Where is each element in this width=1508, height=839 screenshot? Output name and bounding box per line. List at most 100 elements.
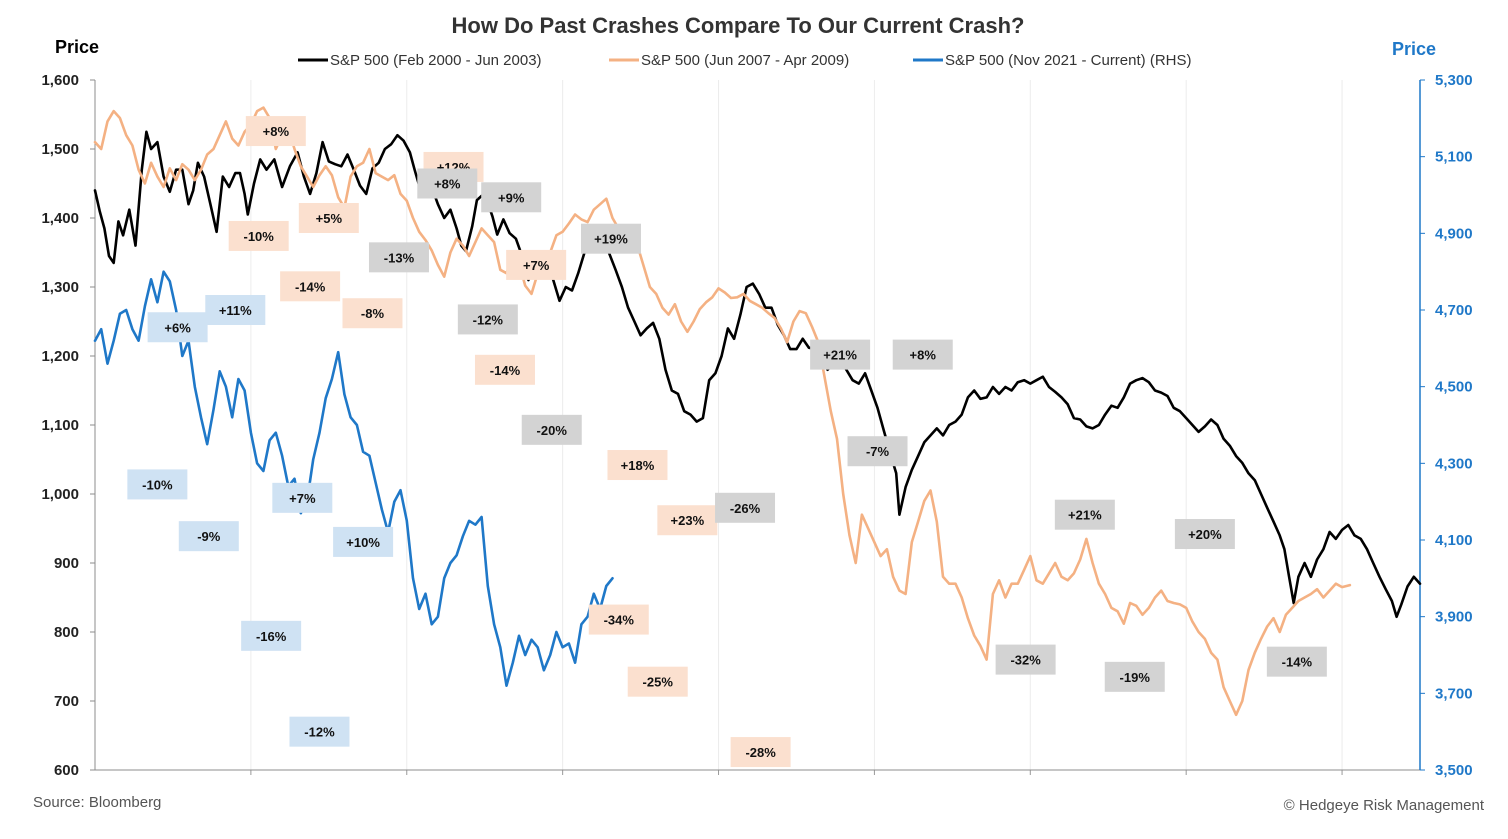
right-tick-label: 3,500 (1435, 762, 1473, 779)
legend-label-2: S&P 500 (Jun 2007 - Apr 2009) (641, 52, 849, 69)
annotation-box (342, 298, 403, 329)
annotation-box (178, 521, 239, 552)
annotation-box (627, 666, 688, 697)
left-tick-label: 800 (54, 624, 79, 641)
right-tick-label: 4,700 (1435, 302, 1473, 319)
annotation-box (1174, 519, 1235, 550)
right-tick-label: 5,100 (1435, 149, 1473, 166)
annotation-label: -9% (197, 529, 221, 544)
chart-title: How Do Past Crashes Compare To Our Curre… (452, 13, 1025, 38)
series-line-3 (93, 270, 614, 687)
annotation-label: -26% (730, 501, 761, 516)
annotation-label: -14% (490, 363, 521, 378)
annotation-label: -25% (643, 675, 674, 690)
annotation-label: +6% (164, 320, 191, 335)
annotation-label: -8% (361, 306, 385, 321)
annotation-box (1104, 661, 1165, 692)
annotation-box (417, 168, 478, 199)
series-lines (93, 106, 1422, 717)
right-tick-label: 3,700 (1435, 685, 1473, 702)
annotation-label: -20% (537, 423, 568, 438)
annotation-label: -12% (304, 725, 335, 740)
annotation-box (657, 505, 718, 536)
left-tick-label: 600 (54, 762, 79, 779)
left-tick-label: 1,600 (41, 72, 79, 89)
annotation-box (228, 220, 289, 251)
series-line-1 (93, 130, 1422, 619)
annotation-label: +5% (316, 211, 343, 226)
annotation-label: +10% (346, 535, 380, 550)
annotation-label: -13% (384, 250, 415, 265)
annotation-label: -10% (243, 229, 274, 244)
annotation-label: -28% (745, 745, 776, 760)
annotation-box (810, 339, 871, 370)
annotation-label: +18% (621, 458, 655, 473)
annotation-box (368, 242, 429, 273)
annotation-label: +7% (289, 491, 316, 506)
left-tick-label: 900 (54, 555, 79, 572)
right-tick-label: 4,300 (1435, 455, 1473, 472)
annotation-label: +21% (1068, 508, 1102, 523)
annotation-box (289, 716, 350, 747)
left-tick-label: 1,000 (41, 486, 79, 503)
annotation-box (280, 271, 341, 302)
annotation-label: +8% (434, 177, 461, 192)
annotation-label: +11% (219, 303, 252, 318)
copyright-note: © Hedgeye Risk Management (1284, 797, 1485, 814)
annotation-label: -10% (142, 477, 173, 492)
annotation-label: +8% (910, 348, 937, 363)
left-tick-label: 1,100 (41, 417, 79, 434)
annotation-label: +7% (523, 258, 550, 273)
right-tick-label: 4,900 (1435, 225, 1473, 242)
left-tick-label: 700 (54, 693, 79, 710)
annotation-box (1054, 499, 1115, 530)
annotations: +8%-10%+5%-14%-8%+12%+7%-14%+18%-34%+23%… (127, 116, 1327, 768)
annotation-label: +9% (498, 190, 525, 205)
series-line-2 (93, 106, 1352, 717)
right-tick-label: 3,900 (1435, 609, 1473, 626)
annotation-label: +21% (823, 348, 857, 363)
annotation-box (715, 492, 776, 523)
annotation-box (521, 414, 582, 445)
annotation-box (127, 469, 188, 500)
left-tick-label: 1,200 (41, 348, 79, 365)
annotation-box (457, 304, 518, 335)
left-tick-label: 1,300 (41, 279, 79, 296)
annotation-box (205, 295, 266, 325)
annotation-label: -14% (295, 279, 326, 294)
left-tick-label: 1,500 (41, 141, 79, 158)
annotation-box (474, 354, 535, 385)
annotation-label: -16% (256, 629, 287, 644)
annotation-label: +20% (1188, 527, 1222, 542)
axes: 600 700 800 900 1,000 1,100 1,200 1,300 1,400 1,5… (41, 72, 1472, 779)
left-tick-label: 1,400 (41, 210, 79, 227)
right-axis-label: Price (1392, 39, 1436, 59)
annotation-label: -32% (1010, 653, 1041, 668)
annotation-box (607, 450, 668, 481)
source-note: Source: Bloomberg (33, 794, 161, 811)
annotation-label: -19% (1120, 670, 1151, 685)
right-tick-label: 5,300 (1435, 72, 1473, 89)
annotation-box (147, 312, 208, 343)
legend: S&P 500 (Feb 2000 - Jun 2003) S&P 500 (Ju… (298, 52, 1191, 69)
annotation-box (272, 482, 333, 513)
annotation-label: -7% (866, 444, 890, 459)
annotation-label: +8% (263, 124, 290, 139)
annotation-box (506, 249, 567, 280)
annotation-box (1266, 646, 1327, 677)
annotation-box (847, 436, 908, 467)
annotation-label: -34% (604, 613, 635, 628)
annotation-box (892, 339, 953, 370)
annotation-box (298, 203, 359, 233)
annotation-label: -14% (1282, 655, 1313, 670)
right-tick-label: 4,500 (1435, 379, 1473, 396)
annotation-box (245, 116, 306, 147)
annotation-box (241, 620, 302, 651)
legend-label-3: S&P 500 (Nov 2021 - Current) (RHS) (945, 52, 1191, 69)
annotation-box (481, 182, 542, 213)
annotation-label: +23% (671, 513, 705, 528)
annotation-box (580, 223, 641, 254)
right-tick-label: 4,100 (1435, 532, 1473, 549)
